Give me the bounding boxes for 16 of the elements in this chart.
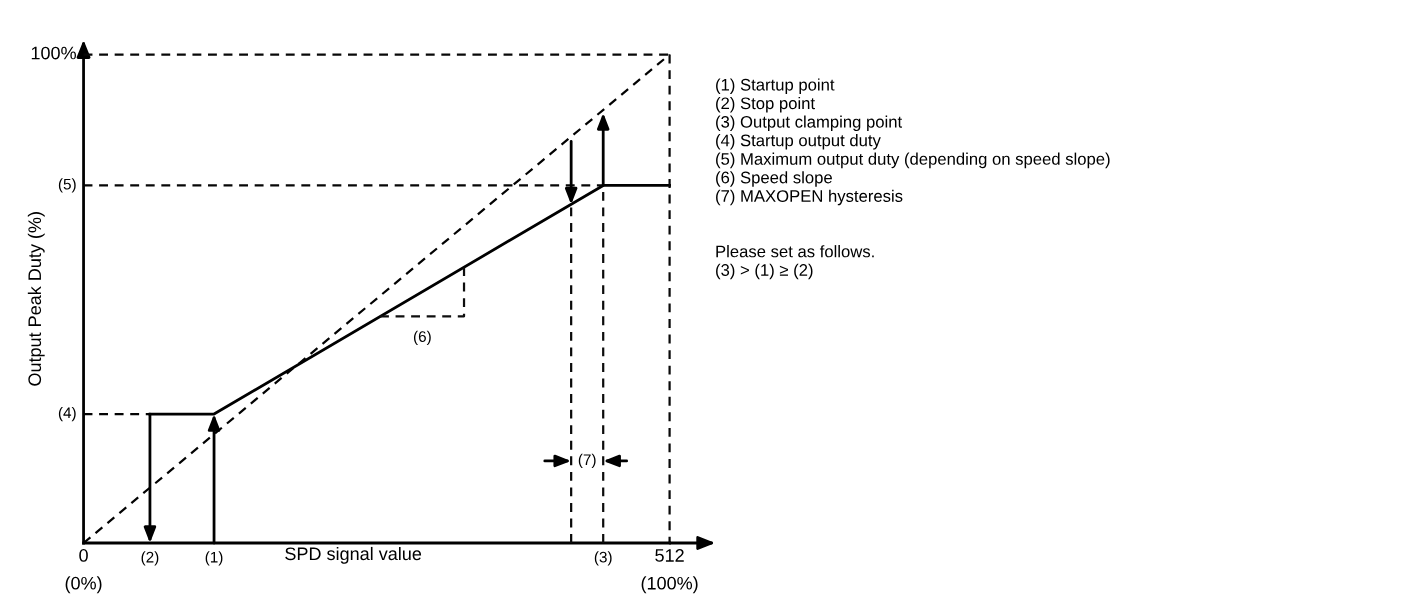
annotation: (0%) bbox=[65, 576, 102, 594]
annotation: (1) bbox=[205, 551, 223, 566]
x-tick-label: 0 bbox=[79, 549, 88, 562]
annotation: (100%) bbox=[641, 576, 698, 594]
x-tick-label: 512 bbox=[655, 549, 684, 562]
annotation: (4) bbox=[58, 406, 76, 422]
annotation: 100% bbox=[31, 46, 76, 60]
annotation: (5) bbox=[58, 178, 76, 193]
annotation: (3) bbox=[594, 551, 612, 566]
x-axis-title: SPD signal value bbox=[285, 546, 422, 564]
annotation: (2) bbox=[141, 551, 159, 566]
annotation: (6) bbox=[413, 330, 431, 345]
text: (1) Startup point (2) Stop point (3) Output clamping point (4) Startup output duty (5) Maximum output duty (depending on speed slope) (6) Speed slope (7) MAXOPEN hysteresis bbox=[716, 78, 1110, 206]
text: Please set as follows. (3) > (1) ≥ (2) bbox=[716, 245, 874, 280]
y-axis-title: Output Peak Duty (%) bbox=[27, 212, 45, 386]
annotation: (7) bbox=[578, 453, 596, 469]
